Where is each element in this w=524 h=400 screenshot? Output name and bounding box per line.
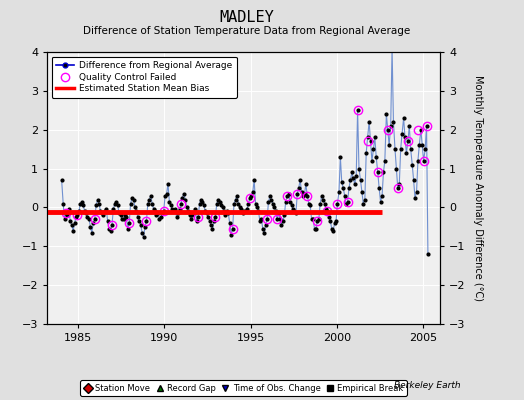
Y-axis label: Monthly Temperature Anomaly Difference (°C): Monthly Temperature Anomaly Difference (…	[473, 75, 483, 301]
Text: MADLEY: MADLEY	[219, 10, 274, 25]
Text: Difference of Station Temperature Data from Regional Average: Difference of Station Temperature Data f…	[83, 26, 410, 36]
Legend: Station Move, Record Gap, Time of Obs. Change, Empirical Break: Station Move, Record Gap, Time of Obs. C…	[81, 380, 407, 396]
Text: Berkeley Earth: Berkeley Earth	[395, 381, 461, 390]
